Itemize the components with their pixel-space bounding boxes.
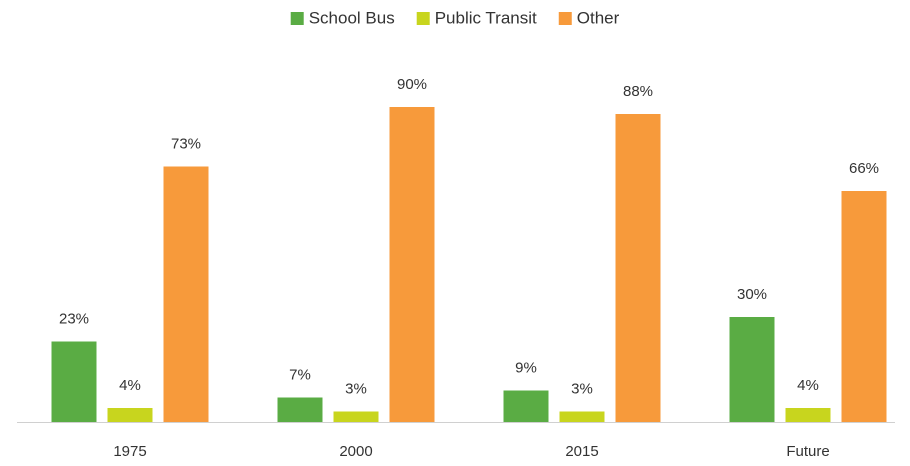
data-label: 30% bbox=[737, 286, 767, 303]
legend-label: Public Transit bbox=[435, 8, 537, 27]
legend-label: School Bus bbox=[309, 8, 395, 27]
data-label: 9% bbox=[515, 359, 537, 376]
legend-swatch bbox=[558, 12, 572, 25]
data-label: 3% bbox=[345, 380, 367, 397]
bar bbox=[503, 390, 549, 422]
bar bbox=[51, 341, 97, 422]
bar bbox=[333, 411, 379, 422]
x-tick-label: 2000 bbox=[339, 443, 372, 460]
legend-swatch bbox=[290, 12, 304, 25]
bar bbox=[729, 317, 775, 422]
bar bbox=[107, 408, 153, 422]
bar bbox=[163, 166, 209, 422]
x-tick-label: 1975 bbox=[113, 443, 146, 460]
data-label: 4% bbox=[119, 377, 141, 394]
data-label: 23% bbox=[59, 310, 89, 327]
bar bbox=[785, 408, 831, 422]
data-label: 7% bbox=[289, 366, 311, 383]
x-tick-label: Future bbox=[786, 443, 829, 460]
data-label: 73% bbox=[171, 135, 201, 152]
x-tick-label: 2015 bbox=[565, 443, 598, 460]
bar bbox=[615, 114, 661, 422]
bar bbox=[389, 107, 435, 422]
data-label: 66% bbox=[849, 160, 879, 177]
data-label: 4% bbox=[797, 377, 819, 394]
legend-swatch bbox=[416, 12, 430, 25]
legend-label: Other bbox=[577, 8, 620, 27]
bar bbox=[559, 411, 605, 422]
bar bbox=[277, 397, 323, 422]
bar bbox=[841, 191, 887, 422]
data-label: 88% bbox=[623, 83, 653, 100]
data-label: 90% bbox=[397, 76, 427, 93]
data-label: 3% bbox=[571, 380, 593, 397]
